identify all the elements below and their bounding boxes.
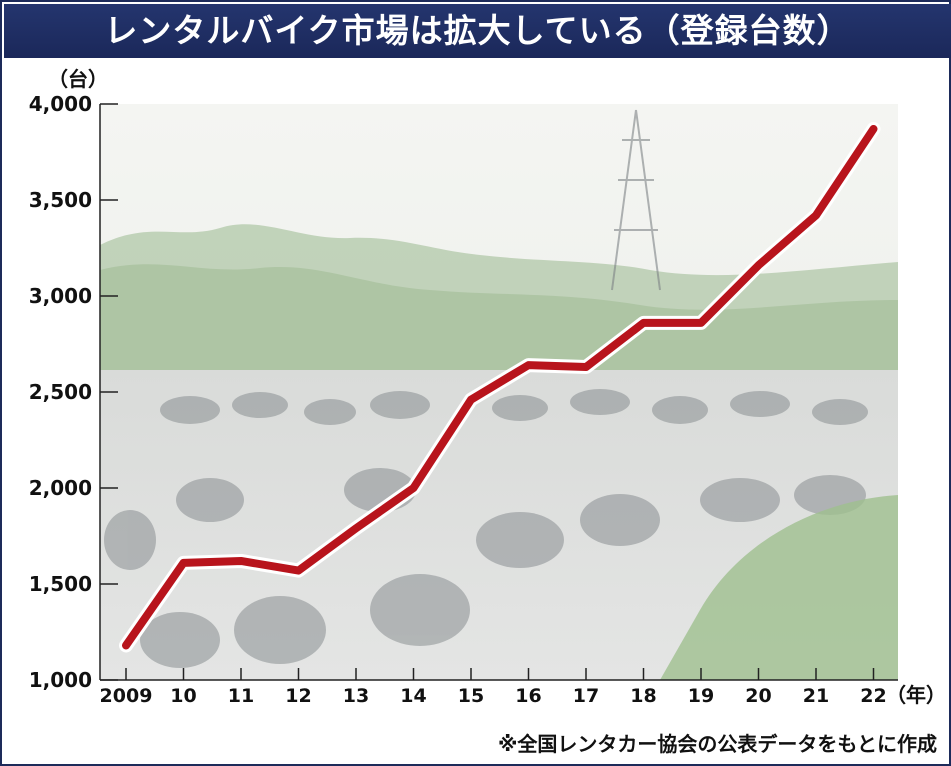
x-tick-label: 12 bbox=[285, 685, 311, 707]
y-tick-label: 3,500 bbox=[29, 188, 92, 212]
background-photo bbox=[100, 104, 898, 680]
x-tick-label: 17 bbox=[573, 685, 599, 707]
data-point bbox=[353, 525, 359, 532]
data-point bbox=[583, 364, 589, 371]
y-tick-label: 2,500 bbox=[29, 380, 92, 404]
data-point bbox=[410, 485, 417, 491]
data-point bbox=[123, 642, 129, 649]
data-point bbox=[870, 125, 877, 132]
y-tick-label: 1,500 bbox=[29, 572, 92, 596]
data-point bbox=[813, 212, 819, 219]
x-tick-label: 20 bbox=[745, 685, 771, 707]
y-tick-group: 1,000 1,500 2,000 2,500 3,000 3,500 4,000 bbox=[29, 92, 118, 692]
data-point bbox=[640, 319, 647, 326]
x-tick-label: 11 bbox=[228, 685, 254, 707]
data-point bbox=[238, 557, 244, 564]
data-point bbox=[295, 567, 302, 574]
series-layer bbox=[119, 121, 881, 653]
data-point bbox=[698, 319, 704, 326]
data-point bbox=[525, 362, 532, 369]
x-unit-label: （年） bbox=[886, 683, 946, 707]
y-tick-label: 1,000 bbox=[29, 668, 92, 692]
x-tick-label: 15 bbox=[458, 685, 484, 707]
y-unit-label: （台） bbox=[48, 67, 108, 91]
data-point bbox=[180, 559, 187, 566]
x-tick-label: 13 bbox=[343, 685, 369, 707]
source-note: ※全国レンタカー協会の公表データをもとに作成 bbox=[497, 732, 937, 756]
data-point bbox=[468, 396, 474, 403]
y-tick-label: 4,000 bbox=[29, 92, 92, 116]
x-tick-group: 2009 10 11 12 13 14 15 16 17 18 19 20 21 22 bbox=[100, 668, 887, 707]
x-tick-label: 22 bbox=[860, 685, 886, 707]
x-tick-label: 2009 bbox=[100, 685, 153, 707]
x-tick-label: 19 bbox=[688, 685, 714, 707]
x-tick-label: 16 bbox=[515, 685, 541, 707]
x-tick-label: 10 bbox=[170, 685, 196, 707]
x-tick-label: 21 bbox=[803, 685, 829, 707]
chart-title: レンタルバイク市場は拡大している（登録台数） bbox=[104, 11, 851, 50]
x-tick-label: 18 bbox=[630, 685, 656, 707]
title-bar: レンタルバイク市場は拡大している（登録台数） bbox=[4, 4, 951, 58]
series-line bbox=[122, 124, 878, 650]
x-tick-label: 14 bbox=[400, 685, 426, 707]
y-tick-label: 2,000 bbox=[29, 476, 92, 500]
y-tick-label: 3,000 bbox=[29, 284, 92, 308]
data-point bbox=[755, 262, 762, 269]
